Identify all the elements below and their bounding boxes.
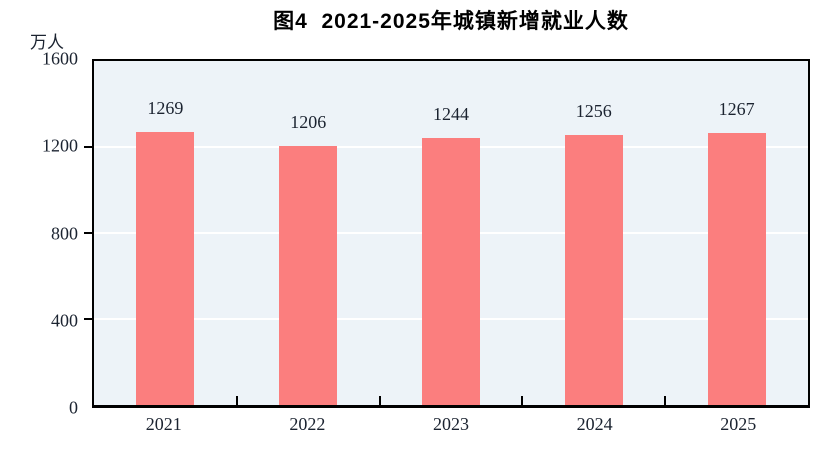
y-axis-tick xyxy=(84,146,92,148)
y-tick-label: 1200 xyxy=(42,135,78,156)
bar xyxy=(564,134,623,405)
plot-area: 1269 1206 1244 1256 1267 xyxy=(84,59,810,408)
y-tick-label: 1600 xyxy=(42,48,78,69)
bar-value-label: 1267 xyxy=(718,98,755,119)
bar-value-label: 1269 xyxy=(147,98,184,119)
x-axis-tick xyxy=(664,396,667,405)
y-axis-tick xyxy=(84,232,92,234)
x-tick-label: 2022 xyxy=(289,414,326,434)
x-axis-tick xyxy=(378,396,381,405)
x-tick-label: 2023 xyxy=(433,414,469,434)
chart-title: 图4 2021-2025年城镇新增就业人数 xyxy=(273,10,629,33)
x-tick-label: 2025 xyxy=(720,414,757,434)
y-tick-label: 0 xyxy=(69,397,78,418)
bar xyxy=(136,132,195,405)
bar-value-label: 1256 xyxy=(575,100,612,121)
x-tick-label: 2024 xyxy=(576,414,613,434)
bar xyxy=(422,137,480,405)
bar xyxy=(707,132,766,405)
x-tick-label: 2021 xyxy=(145,414,182,434)
x-axis: 2021 2022 2023 2024 2025 xyxy=(92,414,810,444)
y-axis-unit-label: 万人 xyxy=(30,33,64,52)
y-tick-label: 400 xyxy=(51,310,78,331)
bar-value-label: 1206 xyxy=(290,111,327,132)
y-axis: 0 400 800 1200 1600 xyxy=(20,49,78,418)
x-axis-tick xyxy=(521,396,524,405)
bar xyxy=(279,145,338,405)
x-axis-tick xyxy=(235,396,238,405)
bar-value-label: 1244 xyxy=(433,103,469,124)
y-tick-label: 800 xyxy=(51,223,78,243)
y-axis-tick xyxy=(84,318,92,320)
